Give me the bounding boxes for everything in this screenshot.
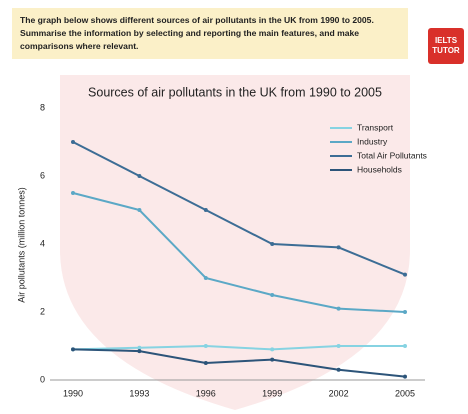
series-line: [72, 141, 406, 276]
data-point: [403, 374, 407, 379]
data-point: [203, 276, 208, 280]
data-point: [403, 344, 407, 348]
data-point: [137, 208, 142, 212]
x-tick-label: 1996: [196, 388, 216, 398]
y-tick-label: 0: [40, 374, 45, 384]
data-point: [270, 242, 275, 246]
data-point: [137, 174, 142, 178]
y-tick-label: 2: [40, 306, 45, 316]
data-point: [137, 345, 142, 350]
x-tick-label: 1990: [63, 388, 83, 398]
y-tick-label: 6: [40, 170, 45, 180]
data-point: [403, 272, 407, 277]
logo: IELTS TUTOR: [428, 28, 464, 64]
series-line: [72, 344, 405, 351]
x-tick-label: 2005: [395, 388, 415, 398]
x-tick-label: 2002: [329, 388, 349, 398]
data-point: [71, 191, 75, 195]
data-point: [336, 367, 341, 372]
data-point: [270, 357, 275, 362]
legend-label: Transport: [357, 122, 394, 132]
watermark-shield: [60, 75, 410, 410]
task-prompt: The graph below shows different sources …: [12, 8, 408, 59]
y-axis-label: Air pollutants (million tonnes): [16, 187, 26, 303]
data-point: [71, 140, 75, 144]
data-point: [203, 361, 208, 365]
y-tick-label: 4: [40, 238, 45, 248]
data-point: [270, 293, 275, 297]
data-point: [203, 208, 208, 212]
data-point: [336, 344, 341, 348]
data-point: [336, 245, 341, 250]
data-point: [403, 310, 407, 314]
data-point: [270, 347, 275, 352]
chart-title: Sources of air pollutants in the UK from…: [88, 85, 382, 99]
y-tick-label: 8: [40, 102, 45, 112]
legend-label: Households: [357, 164, 402, 174]
x-tick-label: 1999: [262, 388, 282, 398]
data-point: [203, 344, 208, 348]
data-point: [336, 306, 341, 311]
series-line: [72, 348, 406, 378]
legend-label: Industry: [357, 136, 388, 146]
series-line: [72, 192, 406, 313]
x-tick-label: 1993: [129, 388, 149, 398]
data-point: [137, 349, 142, 354]
data-point: [71, 347, 75, 352]
legend-label: Total Air Pollutants: [357, 150, 427, 160]
